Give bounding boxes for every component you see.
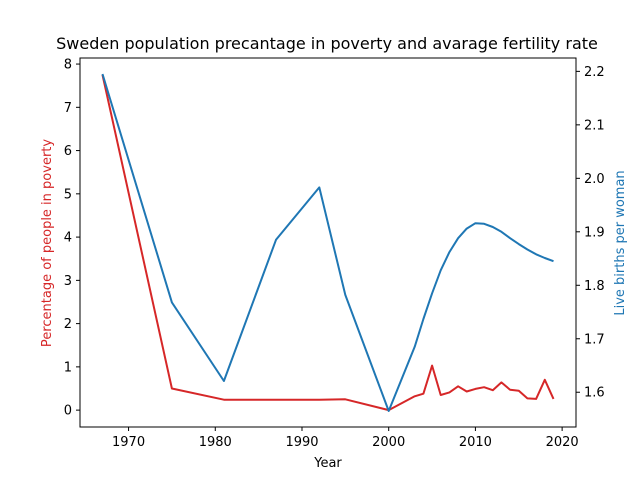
- left-y-axis-title: Percentage of people in poverty: [40, 139, 55, 347]
- x-tick-label: 1980: [199, 435, 232, 450]
- left-y-tick-label: 7: [64, 101, 72, 116]
- right-y-axis: 1.6 1.7 1.8 1.9 2.0 2.1 2.2: [576, 65, 605, 401]
- x-tick-label: 2000: [372, 435, 405, 450]
- x-tick-label: 1990: [285, 435, 318, 450]
- right-y-tick-label: 1.6: [584, 386, 605, 401]
- plot-area-border: [79, 57, 577, 428]
- left-y-tick-label: 2: [64, 317, 72, 332]
- left-y-tick-label: 5: [64, 187, 72, 202]
- right-y-tick-label: 1.9: [584, 225, 605, 240]
- x-tick-label: 2010: [459, 435, 492, 450]
- left-y-tick-label: 6: [64, 144, 72, 159]
- left-y-tick-label: 3: [64, 274, 72, 289]
- x-tick-label: 2020: [546, 435, 579, 450]
- left-y-tick-label: 8: [64, 58, 72, 73]
- left-y-tick-label: 0: [64, 404, 72, 419]
- right-y-axis-title: Live births per woman: [613, 170, 628, 315]
- right-y-tick-label: 2.0: [584, 172, 605, 187]
- poverty-percentage-line: [101, 74, 555, 412]
- series-layer: [101, 73, 555, 412]
- chart-title: Sweden population precantage in poverty …: [56, 34, 598, 53]
- x-axis: 1970 1980 1990 2000 2010 2020: [112, 427, 579, 450]
- x-axis-title: Year: [313, 456, 342, 471]
- right-y-tick-label: 2.1: [584, 118, 605, 133]
- left-y-tick-label: 1: [64, 360, 72, 375]
- right-y-tick-label: 1.8: [584, 279, 605, 294]
- plot-frame: [79, 57, 577, 428]
- left-y-axis: 0 1 2 3 4 5 6 7 8: [64, 58, 80, 419]
- right-y-tick-label: 2.2: [584, 65, 605, 80]
- left-y-tick-label: 4: [64, 231, 72, 246]
- x-tick-label: 1970: [112, 435, 145, 450]
- fertility-rate-line: [101, 73, 554, 412]
- right-y-tick-label: 1.7: [584, 332, 605, 347]
